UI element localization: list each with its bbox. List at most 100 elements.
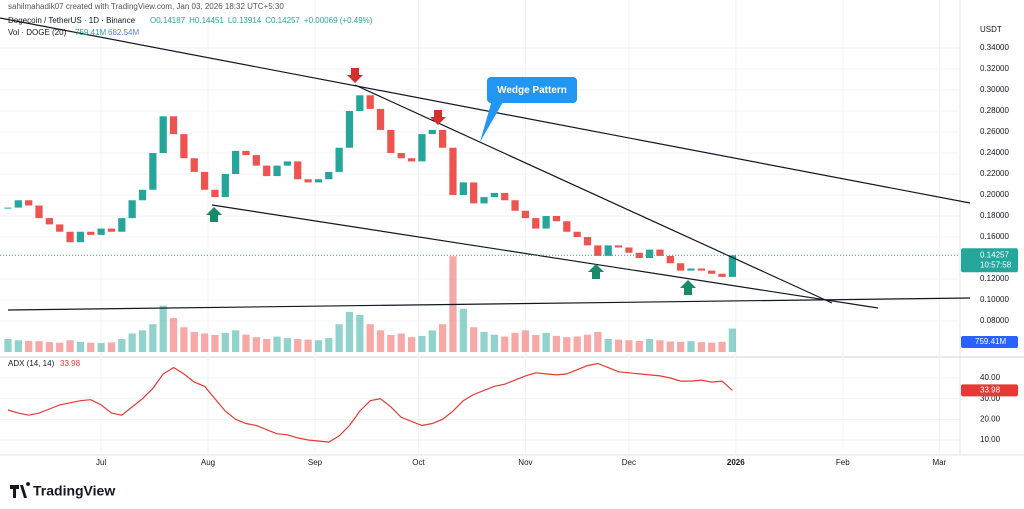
volume-bar [76,341,85,352]
volume-bar [511,332,519,352]
volume-bar [418,335,426,352]
volume-ma-value: 682.54M [108,28,139,37]
candle [459,182,467,196]
callout-box [487,77,577,103]
ohlc-item: H0.14451 [189,16,224,25]
adx-legend-value: 33.98 [60,359,81,368]
candle [542,216,550,229]
x-tick-label: Feb [836,458,850,467]
candle [45,218,53,225]
volume-bar [645,339,654,352]
adx-tick-label: 20.00 [980,414,1001,423]
volume-bar [583,334,592,352]
volume-bar [439,324,447,352]
candle [76,231,85,243]
candle [625,247,633,253]
candle [718,273,726,277]
volume-bar [635,340,643,352]
y-tick-label: 0.16000 [980,232,1009,241]
volume-bar [128,333,136,352]
candle [614,245,623,248]
candle [407,158,416,162]
candle [314,179,323,183]
x-tick-label: Mar [932,458,946,467]
volume-legend-name: Vol · DOGE (20) [8,28,67,37]
countdown: 10:57:58 [980,260,1012,269]
volume-bar [107,342,116,352]
candle [470,182,478,204]
candle [56,224,64,232]
up-arrow [680,280,696,295]
wedge-lower-line [211,204,879,309]
volume-bar [552,335,561,352]
x-tick-label: 2026 [727,458,745,467]
volume-bar [45,342,53,352]
volume-bar [470,327,478,352]
ohlc-item: O0.14187 [150,16,186,25]
candle [128,200,136,219]
volume-bar [273,336,281,352]
candle [325,171,333,180]
candle [490,192,498,198]
x-tick-label: Sep [308,458,323,467]
volume-bar [283,338,292,352]
candle [397,153,405,159]
candle [335,147,343,172]
candle [345,111,354,148]
candle [263,165,271,177]
volume-bar [563,337,571,352]
volume-bar [573,336,581,352]
candle [501,192,509,201]
arrows [206,68,696,295]
volume-bar [459,308,467,352]
logo-icon [10,482,31,498]
volume-bar [666,341,674,352]
volume-bar [242,334,250,352]
grid [0,0,960,455]
up-arrow [206,207,222,222]
candle [697,268,705,271]
ohlc-item: +0.00069 (+0.49%) [304,16,373,25]
candle [563,221,571,232]
volume-bar [656,340,664,352]
price-tag [961,248,1018,273]
volume-bar [14,340,22,352]
candle [687,268,695,271]
candle [583,236,592,246]
candle [273,165,281,177]
volume-bar [708,342,716,352]
candle [25,200,33,206]
volume-bar [138,330,147,352]
candle [107,228,116,232]
adx-tick-label: 40.00 [980,373,1001,382]
price-tag-value: 0.14257 [980,250,1009,259]
volume-tag-value: 759.41M [975,337,1006,346]
candle [221,174,229,198]
adx-line [7,362,733,443]
callout-text: Wedge Pattern [497,85,567,96]
candle [666,255,674,264]
ohlc-item: L0.13914 [228,16,262,25]
candle [728,255,737,277]
volume-bar [25,340,33,352]
candle [304,179,312,183]
volume-tag [961,336,1018,348]
candle [200,171,209,190]
symbol: Dogecoin / TetherUS · 1D · Binance [8,16,136,25]
candle [439,129,447,148]
volume-bar [501,336,509,352]
candle [232,150,240,175]
up-arrow [588,264,604,279]
x-tick-label: Oct [412,458,425,467]
candle [4,207,12,209]
volume-bar [35,341,43,352]
y-tick-label: 0.30000 [980,85,1009,94]
adx-tick-label: 10.00 [980,435,1001,444]
volume-bar [263,339,271,352]
candle [532,218,540,229]
candle [97,228,105,235]
support-line [7,297,971,311]
candle [283,161,292,166]
candle [677,263,685,271]
